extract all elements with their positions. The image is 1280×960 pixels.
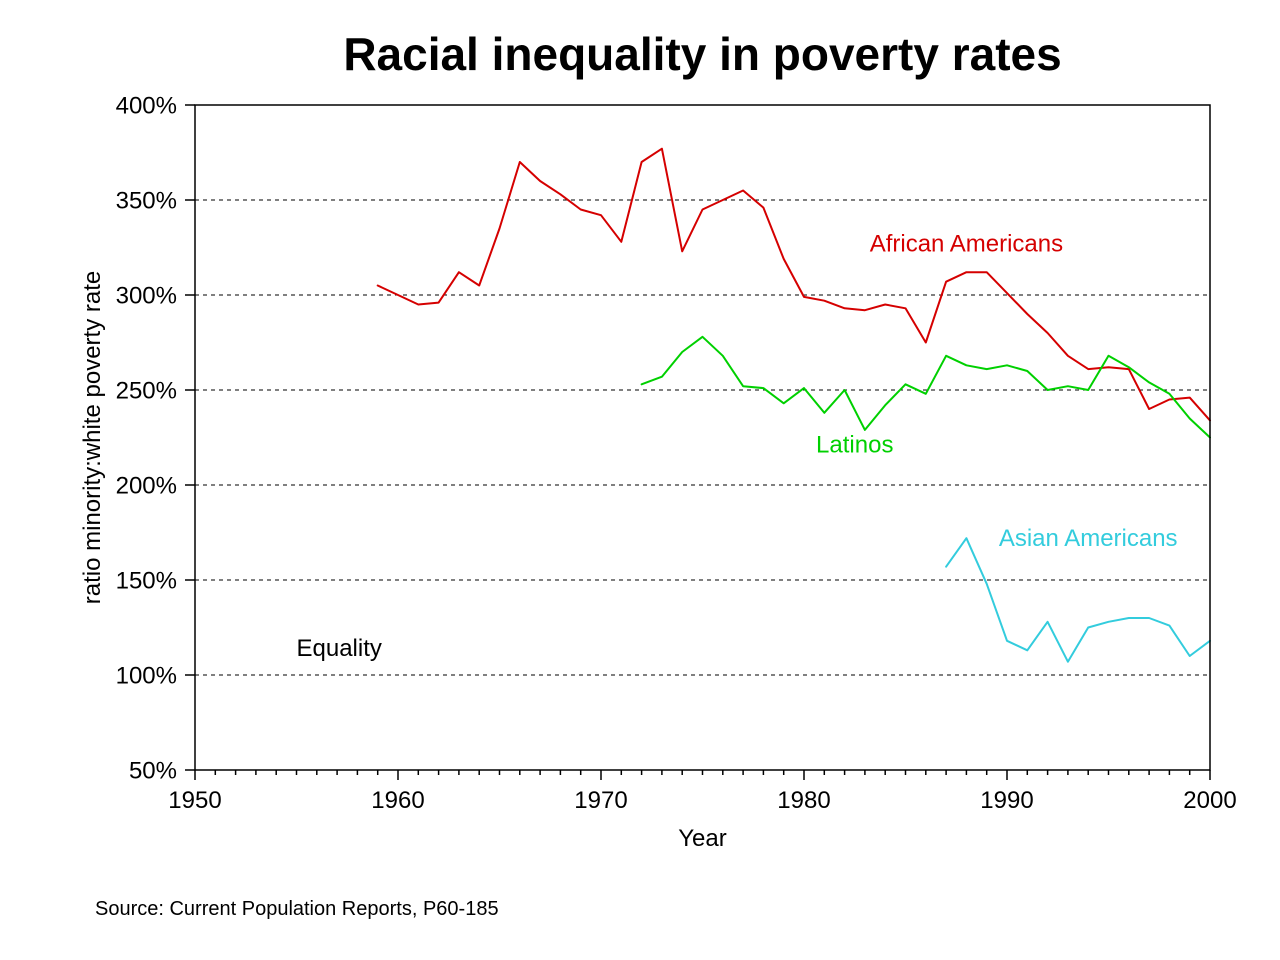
x-axis-label: Year <box>678 825 727 852</box>
x-tick-label: 1950 <box>168 787 221 814</box>
source-note: Source: Current Population Reports, P60-… <box>95 898 499 920</box>
x-tick-label: 1970 <box>574 787 627 814</box>
y-tick-label: 100% <box>116 662 177 689</box>
equality-label: Equality <box>297 635 382 662</box>
x-tick-label: 1990 <box>980 787 1033 814</box>
y-tick-label: 50% <box>129 757 177 784</box>
y-tick-label: 350% <box>116 187 177 214</box>
series-label: Latinos <box>816 432 893 459</box>
y-tick-label: 300% <box>116 282 177 309</box>
y-axis-label: ratio minority:white poverty rate <box>79 271 106 604</box>
y-tick-label: 200% <box>116 472 177 499</box>
series-label: Asian Americans <box>999 525 1178 552</box>
x-tick-label: 1980 <box>777 787 830 814</box>
x-tick-label: 2000 <box>1183 787 1236 814</box>
x-tick-label: 1960 <box>371 787 424 814</box>
series-label: African Americans <box>870 230 1063 257</box>
y-tick-label: 150% <box>116 567 177 594</box>
y-tick-label: 250% <box>116 377 177 404</box>
y-tick-label: 400% <box>116 92 177 119</box>
poverty-ratio-chart: Racial inequality in poverty rates Africa… <box>0 0 1280 960</box>
chart-title: Racial inequality in poverty rates <box>343 28 1061 80</box>
